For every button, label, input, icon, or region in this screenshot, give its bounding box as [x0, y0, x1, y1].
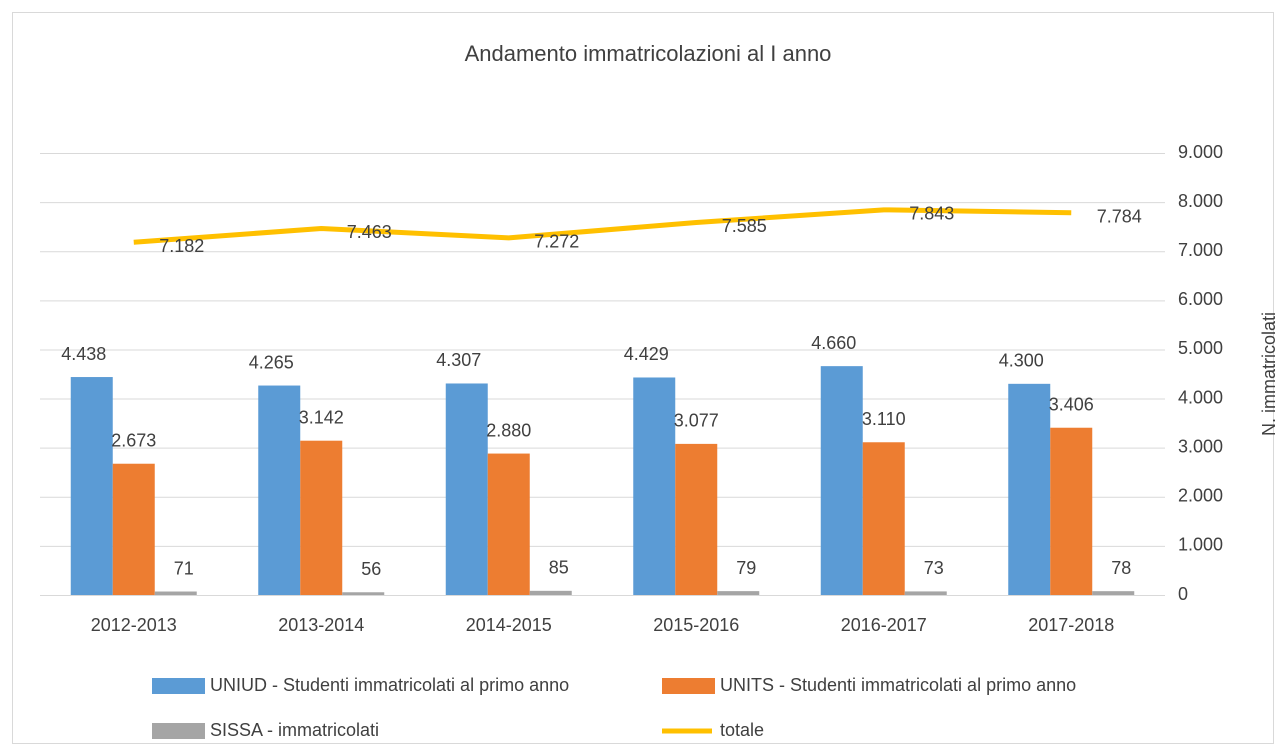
bar: [529, 590, 572, 595]
chart-title: Andamento immatricolazioni al I anno: [465, 41, 832, 66]
legend-swatch: [152, 678, 205, 694]
bar: [487, 453, 530, 595]
line: [133, 207, 1072, 245]
x-tick-label: 2015-2016: [653, 615, 739, 635]
data-label: 4.307: [436, 350, 481, 370]
y-tick-label: 6.000: [1178, 289, 1223, 309]
bar: [445, 383, 488, 595]
data-label: 71: [174, 558, 194, 578]
bar: [154, 591, 197, 595]
data-label: 4.265: [249, 352, 294, 372]
x-tick-label: 2016-2017: [841, 615, 927, 635]
bar: [300, 440, 343, 595]
legend-label: SISSA - immatricolati: [210, 720, 379, 740]
bar: [862, 442, 905, 595]
bar: [112, 463, 155, 595]
x-tick-label: 2012-2013: [91, 615, 177, 635]
bar: [1050, 427, 1093, 595]
y-tick-label: 8.000: [1178, 191, 1223, 211]
data-label: 3.142: [299, 407, 344, 427]
data-label: 4.429: [624, 344, 669, 364]
legend-swatch: [662, 678, 715, 694]
bar: [633, 377, 676, 595]
x-tick-label: 2014-2015: [466, 615, 552, 635]
data-label: 4.438: [61, 344, 106, 364]
bar: [675, 443, 718, 595]
data-label: 3.077: [674, 411, 719, 431]
y-tick-label: 0: [1178, 584, 1188, 604]
data-label: 7.585: [722, 216, 767, 236]
data-label: 7.784: [1097, 206, 1142, 226]
data-label: 7.463: [347, 222, 392, 242]
y-tick-label: 1.000: [1178, 535, 1223, 555]
y-tick-label: 2.000: [1178, 486, 1223, 506]
data-label: 4.300: [999, 351, 1044, 371]
bar: [904, 591, 947, 595]
data-label: 3.110: [862, 409, 906, 429]
data-label: 7.843: [909, 204, 954, 224]
y-axis-label: N. immatricolati: [1259, 312, 1279, 436]
legend-label: UNITS - Studenti immatricolati al primo …: [720, 675, 1076, 695]
data-label: 2.673: [111, 430, 156, 450]
data-label: 79: [736, 558, 756, 578]
data-label: 73: [924, 558, 944, 578]
y-tick-label: 9.000: [1178, 142, 1223, 162]
legend-label: UNIUD - Studenti immatricolati al primo …: [210, 675, 569, 695]
data-label: 78: [1111, 558, 1131, 578]
y-tick-label: 3.000: [1178, 436, 1223, 456]
bar: [1008, 383, 1051, 595]
y-tick-label: 7.000: [1178, 240, 1223, 260]
data-label: 7.182: [159, 236, 204, 256]
data-label: 85: [549, 558, 569, 578]
data-label: 2.880: [486, 420, 531, 440]
legend-swatch: [152, 723, 205, 739]
y-tick-label: 5.000: [1178, 338, 1223, 358]
data-label: 4.660: [811, 333, 856, 353]
bar: [1092, 591, 1135, 595]
bar: [820, 366, 863, 595]
data-label: 3.406: [1049, 394, 1094, 414]
y-tick-label: 4.000: [1178, 387, 1223, 407]
bar: [70, 377, 113, 595]
data-label: 7.272: [534, 232, 579, 252]
data-label: 56: [361, 559, 381, 579]
x-tick-label: 2017-2018: [1028, 615, 1114, 635]
bar: [258, 385, 301, 595]
legend-label: totale: [720, 720, 764, 740]
bar: [717, 591, 760, 595]
bar: [342, 592, 385, 595]
x-tick-label: 2013-2014: [278, 615, 364, 635]
